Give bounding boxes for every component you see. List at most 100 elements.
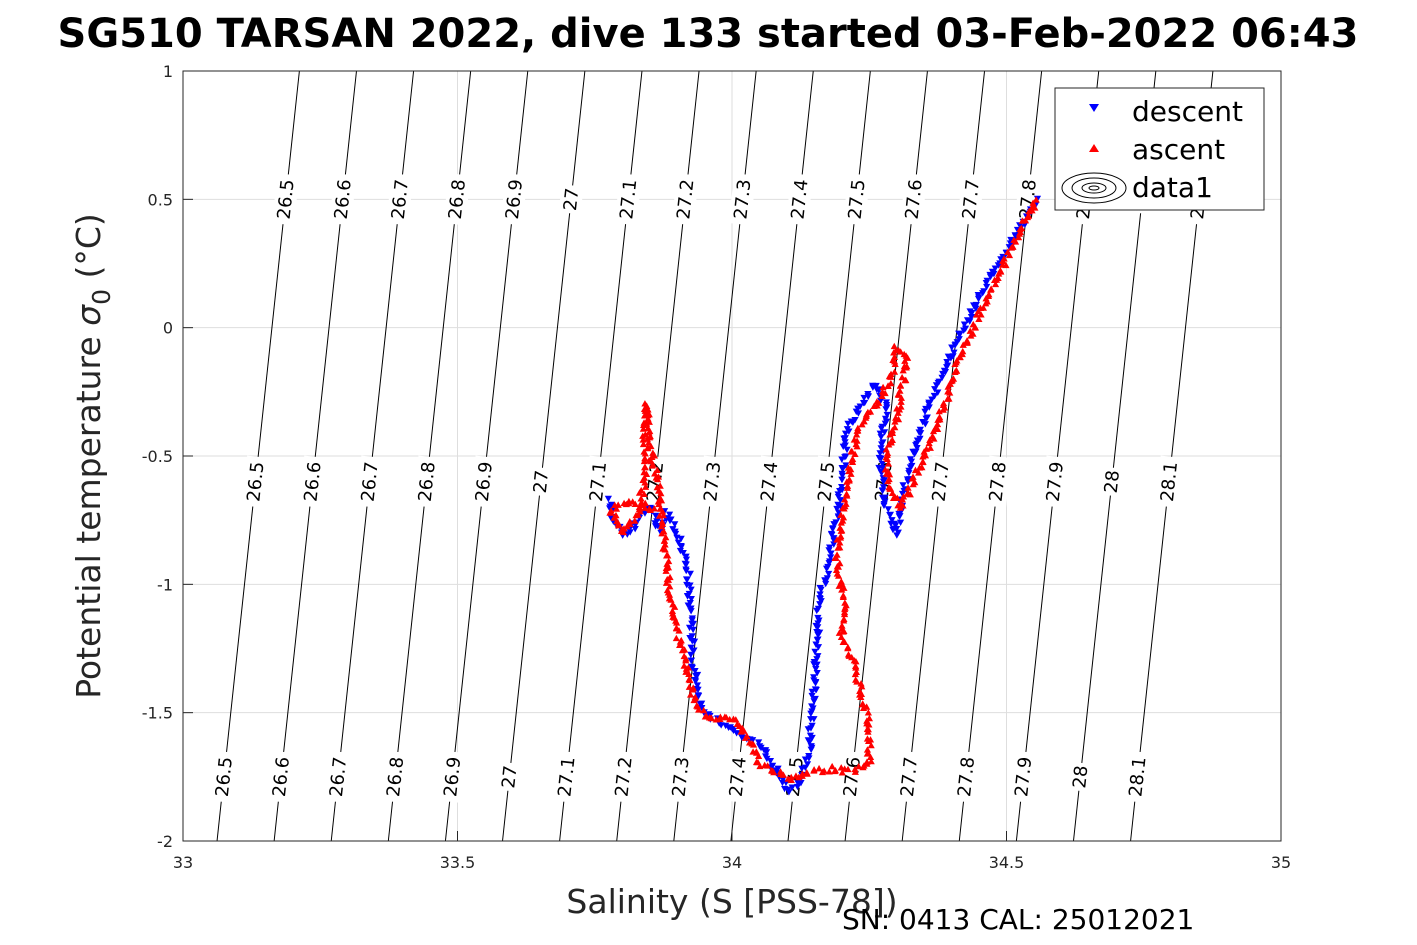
ascent-point (662, 533, 670, 541)
ascent-point (701, 713, 709, 720)
descent-point (812, 679, 820, 686)
isopycnal-label: 26.8 (443, 173, 471, 226)
ascent-point (680, 652, 688, 660)
ascent-point (677, 636, 685, 644)
descent-point (939, 370, 947, 378)
descent-point (807, 743, 815, 750)
descent-point (877, 434, 885, 441)
descent-point (934, 389, 942, 396)
isopycnal-label-bg (1009, 750, 1037, 803)
descent-point (879, 439, 887, 446)
ascent-point (1015, 230, 1024, 237)
descent-point (991, 265, 999, 272)
ascent-point (982, 299, 990, 307)
descent-point (887, 520, 895, 528)
descent-point (898, 490, 907, 498)
ascent-point (641, 499, 649, 507)
isopycnal-label-text: 27 (560, 187, 583, 212)
descent-point (653, 518, 661, 525)
descent-point (921, 421, 929, 428)
isopycnal-label-text: 27.7 (959, 178, 984, 220)
ascent-point (682, 656, 690, 664)
ascent-point (1012, 238, 1020, 245)
descent-point (907, 458, 916, 465)
ascent-point (857, 690, 866, 697)
ascent-point (879, 383, 887, 391)
ascent-point (971, 324, 979, 331)
isopycnal-label-text: 26.7 (326, 756, 351, 798)
ascent-point (641, 483, 650, 490)
ascent-point (972, 311, 981, 318)
isopycnal-label: 27.7 (927, 455, 955, 508)
descent-point (839, 443, 847, 450)
isopycnal-label-bg (1155, 455, 1183, 508)
isopycnal-label: 27.9 (1009, 750, 1037, 803)
ascent-point (990, 276, 999, 284)
ascent-point (637, 495, 645, 502)
isopycnal-label-text: 26.5 (274, 178, 299, 220)
ascent-point (832, 566, 841, 574)
ascent-point (991, 280, 1000, 288)
descent-point (810, 674, 818, 681)
ascent-point (685, 683, 693, 690)
ascent-point (649, 461, 657, 468)
isopycnal-label: 27.6 (900, 173, 928, 226)
descent-point (948, 344, 956, 351)
ascent-point (831, 554, 839, 562)
ascent-point (858, 701, 867, 708)
y-tick-label: 1 (163, 62, 173, 81)
descent-point (1007, 236, 1015, 244)
y-axis-label-unit: (°C) (69, 213, 108, 289)
ascent-point (891, 418, 899, 425)
isopycnal-label: 26.6 (267, 750, 295, 803)
ascent-point (884, 382, 892, 389)
ascent-point (839, 514, 848, 521)
ascent-point (1016, 225, 1024, 233)
ascent-point (815, 764, 823, 772)
isopycnal-label-text: 27.7 (897, 756, 922, 798)
ascent-point (959, 341, 967, 348)
isopycnal-label-bg (614, 173, 642, 226)
ascent-point (825, 768, 833, 775)
ascent-point (995, 270, 1003, 277)
isopycnal-label-bg (241, 455, 270, 508)
ascent-point (911, 466, 920, 474)
serial-calibration: SN: 0413 CAL: 25012021 (842, 903, 1194, 936)
ascent-point (935, 407, 943, 415)
descent-point (830, 521, 838, 528)
y-axis-label-sub: 0 (87, 289, 116, 305)
ascent-point (656, 505, 664, 512)
descent-point (687, 586, 695, 594)
ascent-point (1028, 206, 1036, 214)
descent-point (793, 783, 802, 791)
isopycnal-label-text: 27.2 (611, 756, 636, 798)
descent-point (822, 565, 831, 572)
isopycnal-label: 27.6 (838, 750, 866, 803)
descent-point (798, 765, 806, 773)
ascent-point (891, 493, 899, 501)
ascent-point (632, 511, 640, 519)
ascent-point (848, 458, 857, 466)
ascent-point (998, 261, 1007, 268)
ascent-point (752, 758, 761, 766)
isopycnal-label: 26.5 (272, 173, 300, 226)
ascent-point (897, 500, 905, 508)
descent-point (816, 591, 824, 598)
ascent-point (904, 354, 912, 361)
ascent-point (680, 646, 689, 653)
isopycnal-label-text: 26.5 (243, 461, 268, 503)
descent-point (685, 624, 694, 632)
ascent-point (664, 552, 672, 559)
descent-point (729, 727, 738, 735)
isopycnal-label-bg (496, 761, 522, 792)
y-tick-label: -1 (157, 575, 173, 594)
descent-point (960, 321, 969, 328)
descent-point (844, 420, 852, 428)
isopycnal-label-bg (528, 466, 554, 497)
ascent-point (1005, 251, 1014, 259)
isopycnal-label-text: 26.7 (388, 178, 413, 220)
ascent-point (661, 546, 669, 553)
isopycnal-label: 28.1 (1155, 455, 1183, 508)
isopycnal-label-text: 27.6 (840, 756, 865, 798)
